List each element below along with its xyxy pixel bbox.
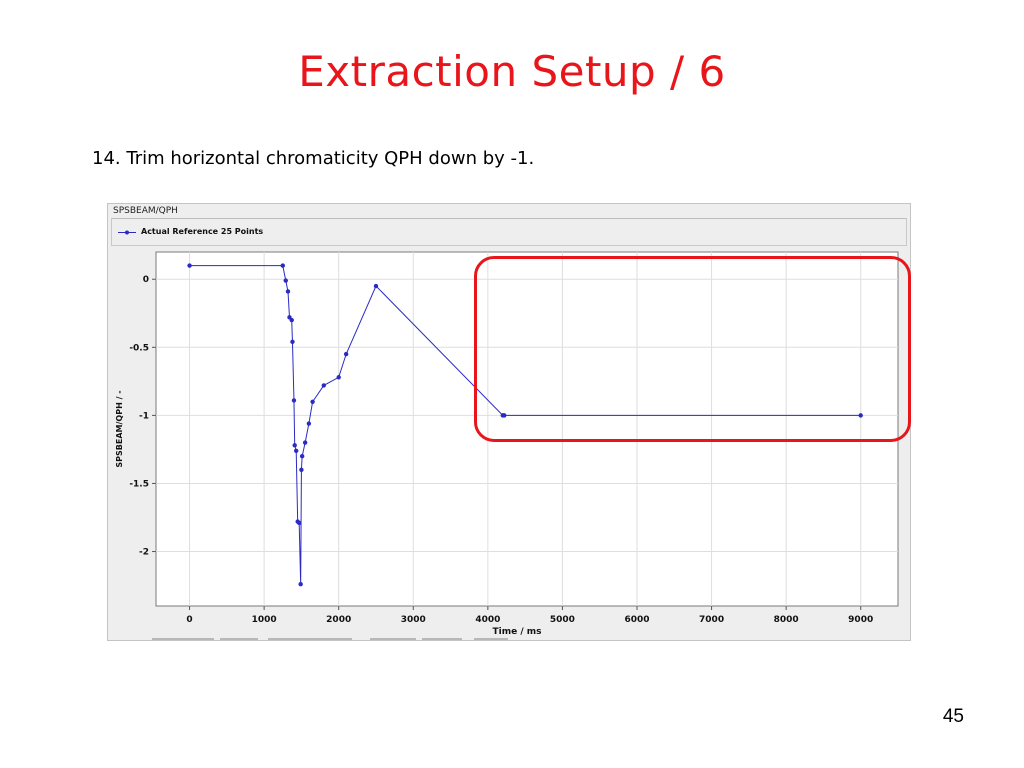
x-tick-label: 7000 [699, 615, 724, 625]
data-point [280, 263, 285, 268]
y-tick-label: -0.5 [129, 343, 149, 353]
page-number: 45 [942, 706, 964, 727]
data-point [291, 398, 297, 403]
data-point [321, 383, 326, 388]
x-axis-label: Time / ms [493, 627, 542, 637]
slide-title: Extraction Setup / 6 [298, 47, 726, 96]
data-point [302, 440, 308, 445]
legend-line-marker-icon [118, 230, 136, 235]
instruction-text: 14. Trim horizontal chromaticity QPH dow… [92, 148, 535, 169]
panel-header: SPSBEAM/QPH [113, 206, 178, 216]
data-point [293, 448, 299, 453]
data-point [336, 375, 341, 380]
data-point [296, 520, 302, 526]
x-tick-label: 3000 [401, 615, 426, 625]
data-point [299, 454, 305, 459]
scrollbar-segment [316, 638, 352, 640]
y-tick-label: -2 [139, 548, 149, 558]
x-tick-label: 6000 [624, 615, 649, 625]
data-point [298, 582, 303, 587]
y-axis-label: SPSBEAM/QPH / - [115, 390, 124, 467]
data-point [285, 289, 291, 294]
scrollbar-segment [370, 638, 416, 640]
y-tick-label: 0 [143, 275, 149, 285]
data-point [299, 467, 304, 473]
scrollbar-segment [474, 638, 508, 640]
x-tick-label: 8000 [774, 615, 799, 625]
data-point [292, 443, 297, 448]
data-point [343, 351, 349, 357]
scrollbar-segment [268, 638, 320, 640]
data-point [289, 317, 294, 323]
x-tick-label: 1000 [252, 615, 277, 625]
highlight-annotation-box [474, 256, 911, 442]
x-tick-label: 4000 [475, 615, 500, 625]
legend-label: Actual Reference 25 Points [141, 227, 264, 236]
scrollbar-segment [422, 638, 462, 640]
data-point [858, 413, 863, 418]
data-point [373, 283, 379, 289]
x-tick-label: 9000 [848, 615, 873, 625]
x-tick-label: 0 [186, 615, 192, 625]
scrollbar-segment [152, 638, 214, 640]
data-point [502, 413, 507, 418]
data-point [290, 339, 295, 345]
data-point [310, 399, 315, 404]
data-point [306, 421, 312, 426]
y-tick-label: -1 [139, 411, 149, 421]
scrollbar-segment [220, 638, 258, 640]
data-point [187, 263, 192, 268]
chart-legend: Actual Reference 25 Points [111, 218, 907, 246]
x-tick-label: 2000 [326, 615, 351, 625]
data-point [283, 278, 288, 283]
x-tick-label: 5000 [550, 615, 575, 625]
y-tick-label: -1.5 [129, 479, 149, 489]
